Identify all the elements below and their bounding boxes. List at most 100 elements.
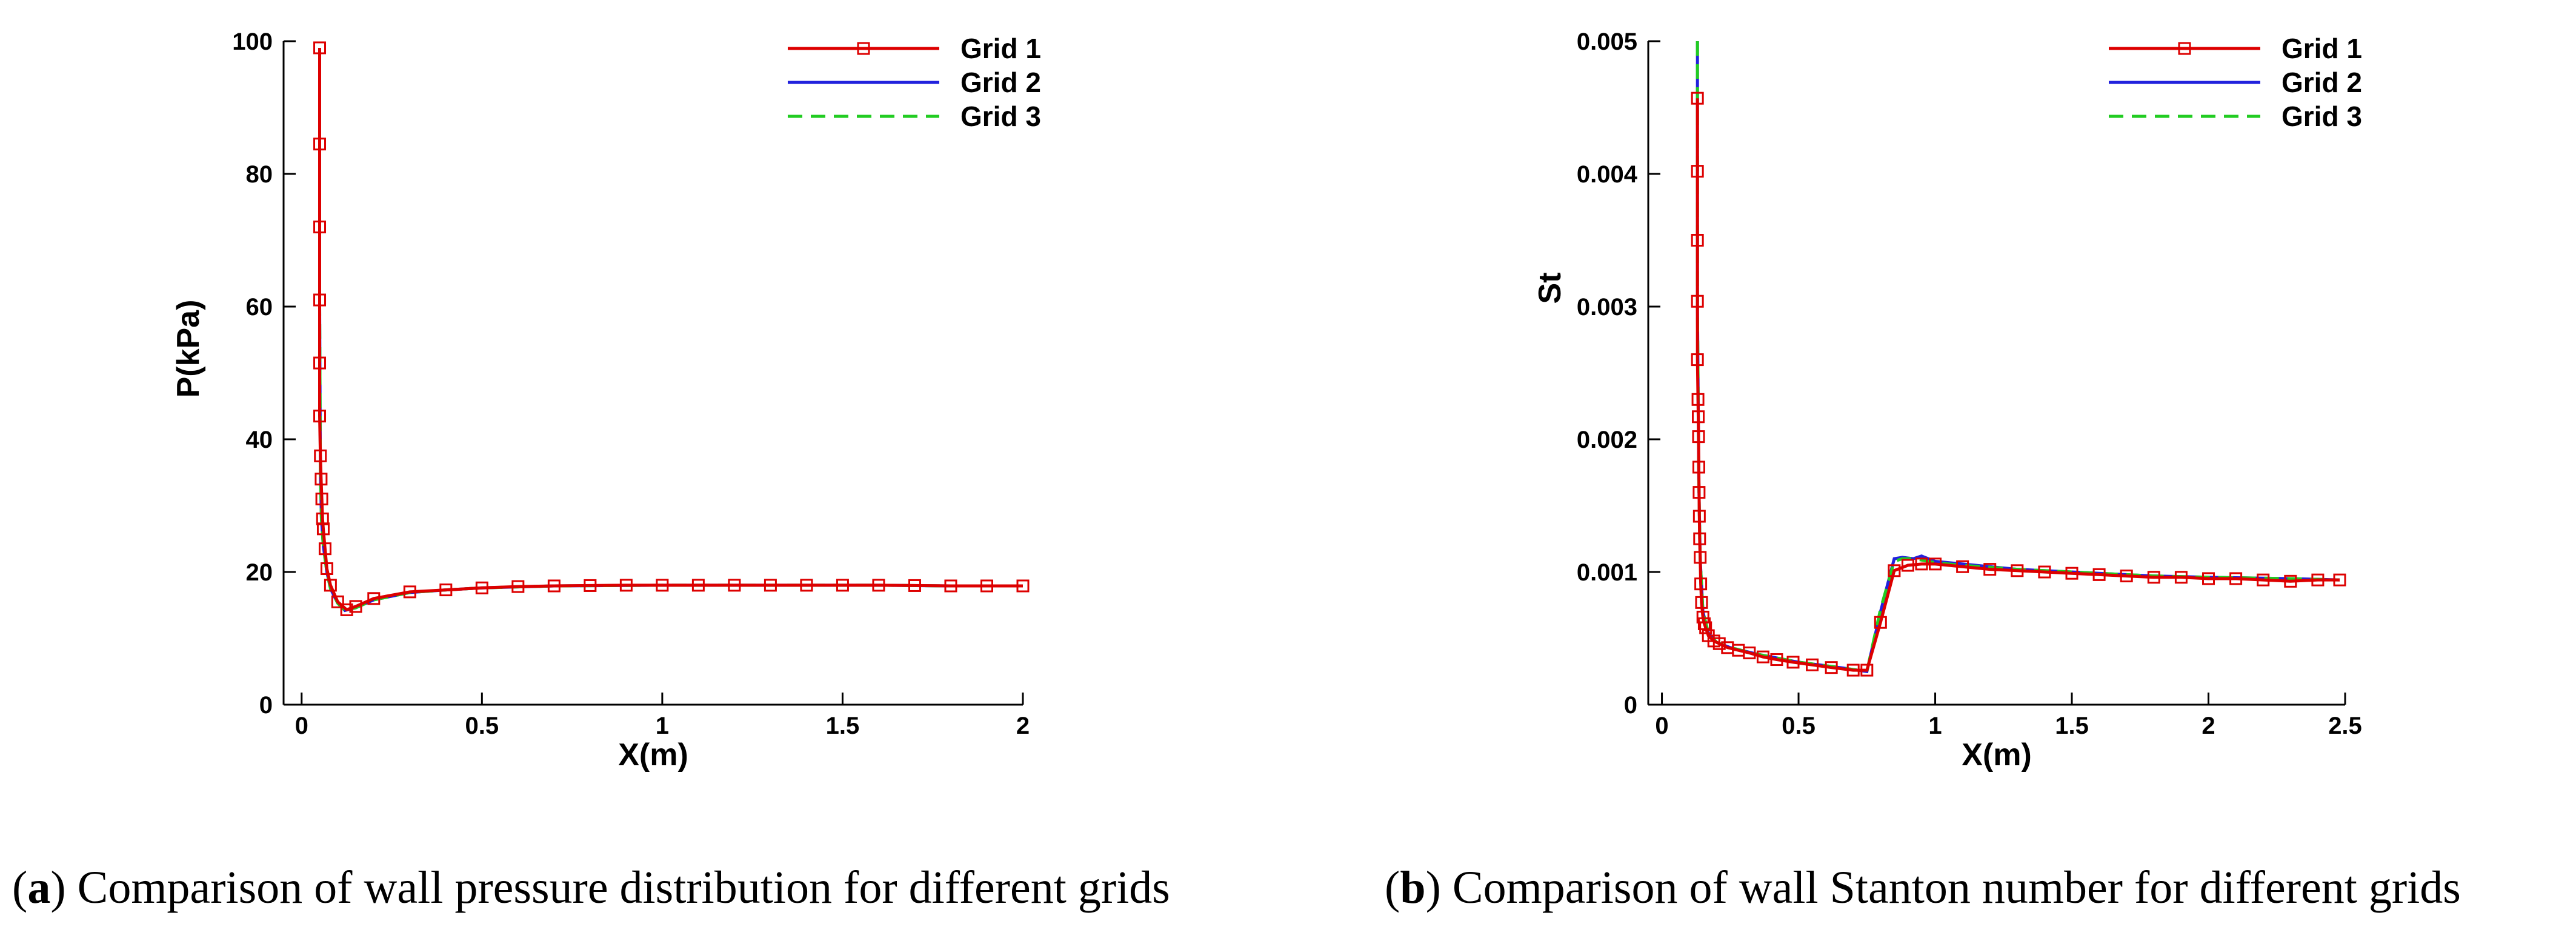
data-point [316,512,329,525]
data-point [1016,579,1030,593]
data-point [1743,647,1756,660]
data-point [728,579,741,592]
data-point [1694,551,1707,564]
caption-letter-b: b [1400,862,1426,913]
legend-label-2: Grid 2 [2281,67,2362,98]
y-tick-label: 0 [1624,692,1637,719]
y-tick-label: 0.003 [1577,294,1637,321]
x-axis-label: X(m) [1962,737,2032,773]
data-point [1695,596,1708,609]
data-point [403,585,416,599]
data-point [1806,658,1819,671]
y-tick-label: 60 [246,294,273,321]
x-tick-label: 2 [1016,713,1030,739]
data-point [1825,661,1838,674]
data-point [584,579,597,592]
data-point [836,579,849,592]
y-tick-label: 20 [246,559,273,586]
caption-letter-a: a [27,862,51,913]
data-point [944,579,957,593]
caption-text-b: Comparison of wall Stanton number for di… [1452,862,2461,913]
data-point [872,579,885,592]
y-tick-label: 40 [246,427,273,453]
data-point [439,583,453,597]
data-point [313,221,327,234]
x-tick-label: 1 [656,713,669,739]
data-point [2229,572,2243,585]
x-tick-label: 1.5 [2055,713,2089,739]
y-axis-label: St [1533,273,1568,304]
legend-label-2: Grid 2 [960,67,1041,98]
x-tick-label: 0.5 [465,713,499,739]
data-point [1691,91,1704,105]
x-tick-label: 0.5 [1782,713,1816,739]
data-point [1691,165,1704,178]
data-point [315,493,328,506]
y-tick-label: 100 [232,28,273,55]
plot-b: 0 0.5 1 1.5 2 2.5 0 0.001 0.002 0.003 0.004 0.005 X(… [1533,28,2362,773]
data-point [318,542,331,556]
data-point [1697,617,1711,630]
legend-label-3: Grid 3 [2281,101,2362,132]
data-point [2065,567,2078,580]
data-point [764,579,777,592]
data-point [1691,353,1704,367]
data-point [547,579,561,593]
data-point [1929,557,1942,571]
data-point [313,356,327,370]
data-point [1691,294,1704,308]
data-point [1691,393,1705,406]
data-point [1786,656,1800,669]
data-point [2011,564,2024,577]
x-tick-label: 0 [295,713,308,739]
data-point [1693,532,1706,545]
data-point [980,579,993,593]
legend-marker [2178,42,2191,55]
legend-label-1: Grid 1 [960,33,1041,64]
legend-label-3: Grid 3 [960,101,1041,132]
data-point [1699,621,1712,634]
data-point [2147,571,2160,584]
data-point [1956,560,1969,573]
data-point [2092,568,2106,581]
x-axis-label: X(m) [618,737,688,773]
y-tick-label: 0.004 [1577,161,1638,188]
data-point [691,579,705,592]
data-point [908,579,921,592]
data-point [313,410,327,423]
data-point [619,579,633,592]
series-line-grid-1 [318,48,1023,612]
y-tick-label: 0.002 [1577,427,1637,453]
data-point [800,579,813,592]
data-point [1915,557,1928,571]
data-point [320,562,333,576]
data-point [1901,559,1914,572]
y-tick-label: 80 [246,161,273,188]
y-tick-label: 0.001 [1577,559,1637,586]
x-tick-label: 1.5 [826,713,860,739]
data-point [2257,573,2270,587]
data-point [2202,572,2215,585]
legend-label-1: Grid 1 [2281,33,2362,64]
caption-text-a: Comparison of wall pressure distribution… [77,862,1170,913]
data-point [367,592,381,605]
data-point [475,581,488,594]
data-point [315,473,328,486]
data-point [1692,510,1706,523]
data-point [511,580,525,593]
x-tick-label: 1 [1928,713,1942,739]
y-axis-label: P(kPa) [171,300,206,398]
caption-a: (a) Comparison of wall pressure distribu… [12,862,1170,913]
data-point [1692,460,1705,474]
data-point [316,522,330,536]
data-point [1846,663,1860,677]
data-point [324,579,337,592]
data-point [656,579,669,592]
data-point [1888,564,1901,577]
data-point [1983,563,1997,576]
series-line-grid-2 [318,48,1023,613]
x-tick-label: 2 [2202,713,2215,739]
series-line-grid-3 [318,48,1023,613]
